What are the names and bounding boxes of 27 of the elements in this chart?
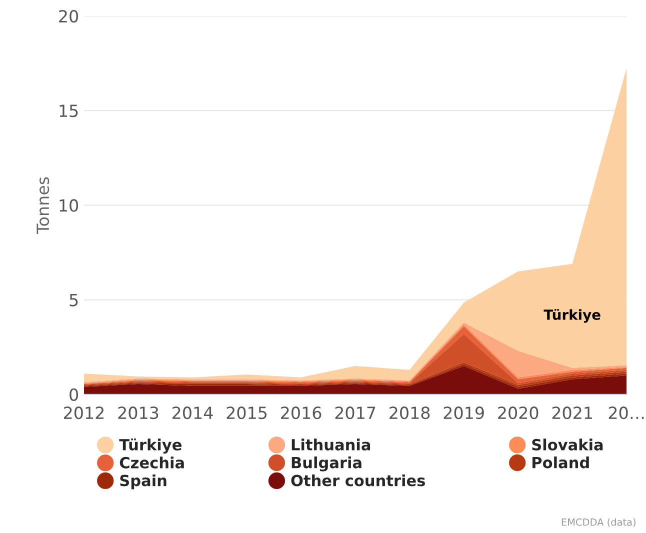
x-tick-label: 2018 <box>390 406 430 420</box>
legend-label: Türkiye <box>119 438 182 454</box>
text: Türkiye <box>544 309 600 323</box>
legend-label: Poland <box>532 456 589 468</box>
x-tick-label: 2019 <box>444 406 484 420</box>
legend-label: Czechia <box>120 456 184 468</box>
y-tick-label: 10 <box>60 199 78 212</box>
x-tick-label: 20… <box>608 406 644 420</box>
x-tick-label: 2013 <box>118 406 158 420</box>
x-tick-label: 2020 <box>498 406 538 420</box>
legend-label: Slovakia <box>532 438 603 450</box>
y-tick-label: 15 <box>60 104 78 118</box>
text: EMCDDA (data) <box>562 518 636 527</box>
y-axis-title: Tonnes <box>36 177 50 234</box>
x-tick-label: 2021 <box>552 406 592 420</box>
legend-label: Spain <box>120 474 166 490</box>
legend-label: Lithuania <box>292 438 370 450</box>
x-tick-label: 2017 <box>335 406 376 420</box>
x-tick-label: 2014 <box>172 406 213 420</box>
x-tick-label: 2016 <box>281 406 322 420</box>
y-tick-label: 20 <box>59 10 78 23</box>
y-tick-label: 0 <box>70 388 78 401</box>
legend-label: Bulgaria <box>292 456 362 472</box>
legend-label: Other countries <box>291 474 425 486</box>
x-tick-label: 2012 <box>64 406 104 420</box>
x-tick-label: 2015 <box>226 406 267 420</box>
y-tick-label: 5 <box>70 294 78 306</box>
